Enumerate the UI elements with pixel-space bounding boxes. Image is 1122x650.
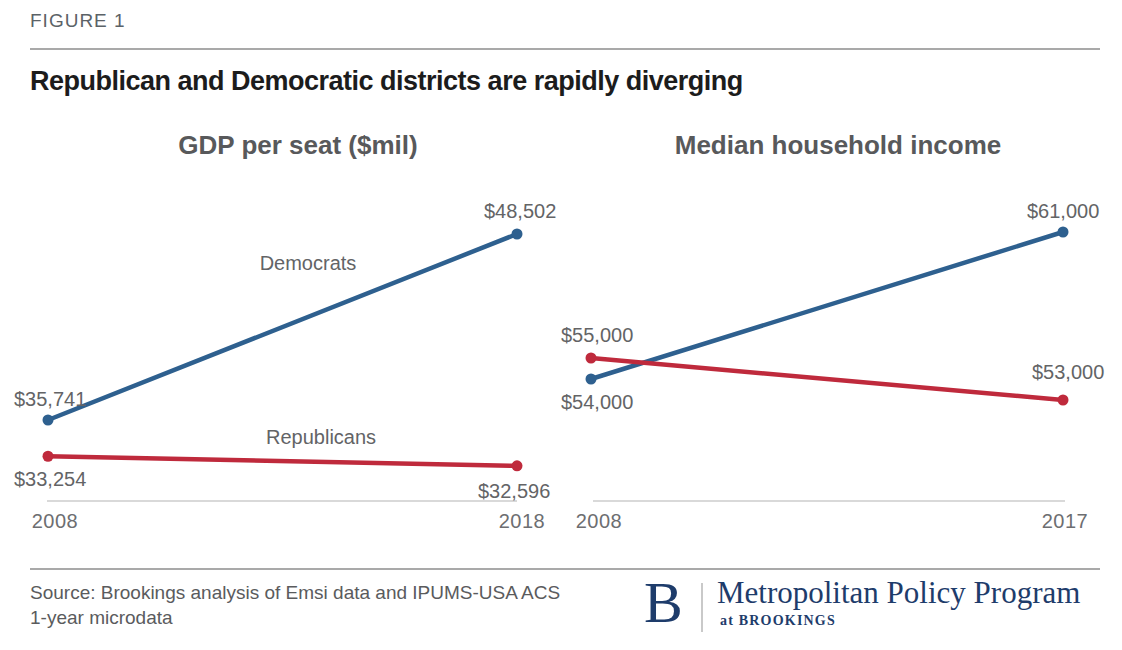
source-text-line1: Source: Brookings analysis of Emsi data … [30,582,560,604]
point-dot-democrats [43,415,54,426]
data-label-gdp-democrats-2018: $48,502 [484,200,556,223]
data-label-gdp-democrats-2008: $35,741 [14,388,86,411]
point-dot-republicans [43,451,54,462]
data-label-income-republicans-2017: $53,000 [1032,361,1104,384]
logo-divider [701,583,703,632]
series-label-democrats: Democrats [258,252,358,275]
left-tick-2008: 2008 [20,510,90,533]
logo-program-name: Metropolitan Policy Program [717,577,1080,608]
point-dot-republicans [1058,395,1069,406]
point-dot-democrats [586,374,597,385]
brookings-logo-initial: B [644,574,683,632]
right-tick-2017: 2017 [1030,510,1100,533]
line-republicans [48,456,517,466]
point-dot-democrats [512,229,523,240]
point-dot-republicans [586,353,597,364]
data-label-income-democrats-2017: $61,000 [1027,200,1099,223]
point-dot-democrats [1058,227,1069,238]
left-tick-2018: 2018 [487,510,557,533]
data-label-income-democrats-2008: $54,000 [561,391,633,414]
line-republicans [591,358,1063,400]
right-tick-2008: 2008 [564,510,634,533]
point-dot-republicans [512,460,523,471]
series-layer [43,227,1069,472]
source-text-line2: 1-year microdata [30,607,173,629]
footer-divider [30,568,1100,570]
data-label-income-republicans-2008: $55,000 [561,324,633,347]
figure-page: FIGURE 1 Republican and Democratic distr… [0,0,1122,650]
data-label-gdp-republicans-2008: $33,254 [14,468,86,491]
data-label-gdp-republicans-2018: $32,596 [478,480,550,503]
series-label-republicans: Republicans [266,426,376,449]
logo-tagline: at BROOKINGS [720,613,836,629]
line-democrats [591,232,1063,379]
